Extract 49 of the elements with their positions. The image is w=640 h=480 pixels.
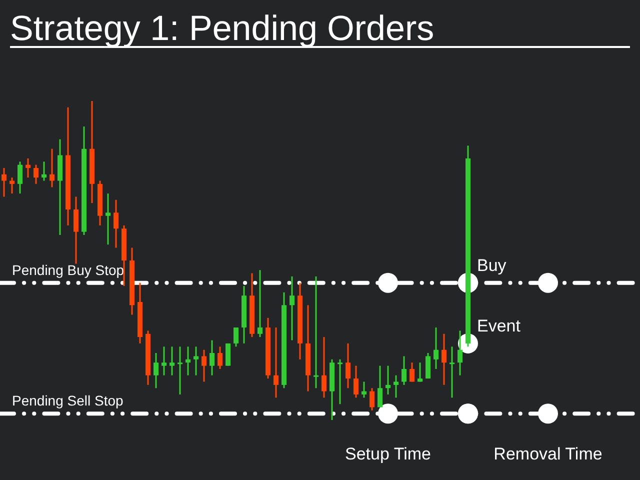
candlestick	[418, 362, 422, 382]
candlestick	[226, 342, 230, 367]
candlestick	[386, 365, 390, 396]
candlestick	[378, 365, 382, 408]
candlestick	[434, 326, 438, 370]
candlestick	[394, 374, 398, 398]
candlestick	[450, 346, 454, 398]
candlestick	[442, 333, 446, 386]
candlestick	[362, 380, 366, 398]
candlestick	[186, 346, 190, 376]
candlestick	[338, 358, 342, 405]
candlestick	[346, 342, 350, 389]
candlestick	[170, 346, 174, 376]
ref-line-label: Pending Buy Stop	[12, 262, 124, 278]
candlestick	[106, 192, 110, 246]
candlestick	[34, 164, 38, 185]
candlestick	[258, 269, 262, 338]
candlestick	[458, 330, 462, 376]
candlestick	[426, 352, 430, 380]
candlestick	[218, 346, 222, 370]
text: Event	[477, 316, 521, 336]
candlestick	[162, 346, 166, 376]
candlestick	[202, 349, 206, 382]
candlestick	[50, 148, 54, 188]
candlestick	[402, 355, 406, 386]
candlestick	[410, 362, 414, 382]
candlestick	[210, 340, 214, 376]
candlestick	[322, 336, 326, 398]
ref-line-label: Pending Sell Stop	[12, 392, 124, 409]
annotation: Buy	[477, 256, 507, 275]
candlestick	[10, 176, 14, 194]
candlestick	[354, 365, 358, 398]
chart-title: Strategy 1: Pending Orders	[10, 9, 434, 48]
candlestick	[74, 196, 78, 264]
candlestick	[314, 276, 318, 389]
candlestick	[42, 160, 46, 182]
candlestick	[274, 326, 278, 398]
candlestick	[194, 346, 198, 376]
candlestick	[26, 158, 30, 178]
candlestick	[234, 326, 238, 348]
candlestick	[370, 387, 374, 412]
annotation: Setup Time	[345, 444, 431, 464]
candlestick	[114, 199, 118, 248]
candlestick	[18, 160, 22, 194]
annotation: Removal Time	[494, 444, 602, 464]
candlestick	[178, 346, 182, 396]
candlestick	[290, 276, 294, 341]
candlestick	[2, 167, 6, 198]
candlestick	[154, 352, 158, 389]
